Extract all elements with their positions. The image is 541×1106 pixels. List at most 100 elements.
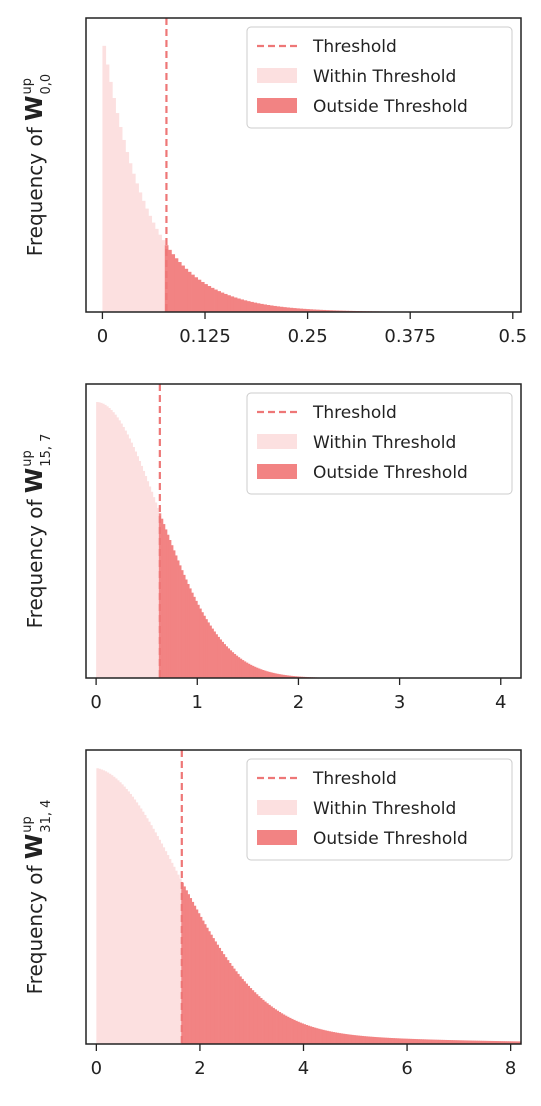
histogram-bar [276,306,281,312]
histogram-bar [170,862,174,1044]
histogram-bar [440,1039,443,1044]
histogram-bar [262,670,265,678]
histogram-bar [481,1040,485,1044]
histogram-bar [134,451,137,678]
histogram-bar [225,646,229,678]
histogram-bar [434,1039,437,1044]
x-tick-label: 0.25 [288,326,328,347]
histogram-bar [398,1038,402,1044]
histogram-bar [260,303,264,312]
histogram-bar [319,309,323,312]
histogram-bar [170,545,174,678]
histogram-bar [118,126,123,313]
histogram-bar [98,402,101,678]
histogram-bar [168,540,172,678]
histogram-bar [179,565,182,678]
histogram-bar [177,262,182,312]
histogram-bar [496,1041,499,1044]
legend: Threshold Within Threshold Outside Thresho… [246,26,513,129]
legend-outside-swatch [257,464,297,479]
histogram-bar [233,968,236,1044]
histogram-bar [249,664,253,678]
histogram-bar [230,296,235,312]
legend-threshold-label: Threshold [312,37,397,57]
histogram-bar [344,1034,348,1044]
histogram-bar [220,951,224,1044]
histogram-bar [214,941,217,1044]
legend-within-swatch [257,68,297,83]
legend-outside-label: Outside Threshold [313,97,468,117]
histogram-bar [112,776,116,1044]
x-tick-label: 3 [394,692,405,713]
histogram-bar [129,793,132,1044]
histogram-bar [286,675,289,678]
histogram-bar [116,417,119,678]
histogram-bar [479,1040,483,1044]
histogram-bar [262,999,265,1044]
histogram-bar [110,775,114,1044]
histogram-bar [239,976,242,1044]
histogram-bar [369,1036,373,1044]
histogram-bar [353,1035,356,1044]
histogram-bar [312,309,317,312]
histogram-bar [220,292,225,312]
histogram-bar [141,811,145,1044]
y-label-superscript: up [20,78,35,95]
x-tick-label: 6 [401,1058,412,1079]
x-tick-label: 4 [298,1058,309,1079]
histogram-bar [357,1035,360,1044]
y-label-subscript: 15, 7 [39,434,54,467]
histogram-bar [227,648,231,678]
histogram-bar [487,1040,491,1044]
histogram-bar [303,1024,306,1044]
histogram-bar [431,1039,435,1044]
histogram-bar [119,782,122,1044]
histogram-bar [128,163,133,312]
histogram-bar [264,1001,267,1044]
histogram-bar [293,1019,296,1044]
histogram-bar [307,1025,311,1044]
histogram-bar [297,1021,300,1044]
histogram-bar [273,305,277,312]
histogram-bar [156,507,160,678]
histogram-bar [279,306,284,312]
histogram-bar [243,661,247,678]
histogram-bar [160,518,164,678]
histogram-bar [217,636,220,678]
histogram-bar [224,957,228,1044]
histogram-bar [138,192,143,312]
histogram-bar [201,612,204,678]
histogram-bar [208,931,211,1044]
histogram-bar [125,152,130,312]
histogram-bar [100,769,103,1044]
histogram-bar [197,279,202,312]
histogram-bar [197,604,200,678]
histogram-bar [257,668,261,678]
histogram-bar [463,1040,466,1044]
histogram-bar [338,1033,342,1044]
histogram-bar [249,988,253,1044]
histogram-bar [114,414,117,678]
histogram-bar [112,412,115,678]
histogram-bar [102,770,106,1044]
histogram-bar [506,1041,509,1044]
histogram-bar [200,281,205,312]
histogram-bar [296,676,299,678]
histogram-bar [502,1041,505,1044]
histogram-bar [206,927,209,1044]
y-label-superscript: up [20,450,35,467]
histogram-bar [477,1040,480,1044]
histogram-bar [227,295,231,312]
histogram-bar [355,1035,358,1044]
histogram-bar [138,461,142,678]
histogram-bar [268,671,271,678]
histogram-bar [189,588,192,678]
histogram-bar [136,456,139,678]
histogram-bar [98,768,101,1044]
x-tick-label: 0.375 [384,326,436,347]
histogram-bar [388,1037,391,1044]
histogram-bar [284,675,287,678]
histogram-bar [425,1039,429,1044]
histogram-bar [394,1038,398,1044]
histogram-bar [104,404,107,678]
